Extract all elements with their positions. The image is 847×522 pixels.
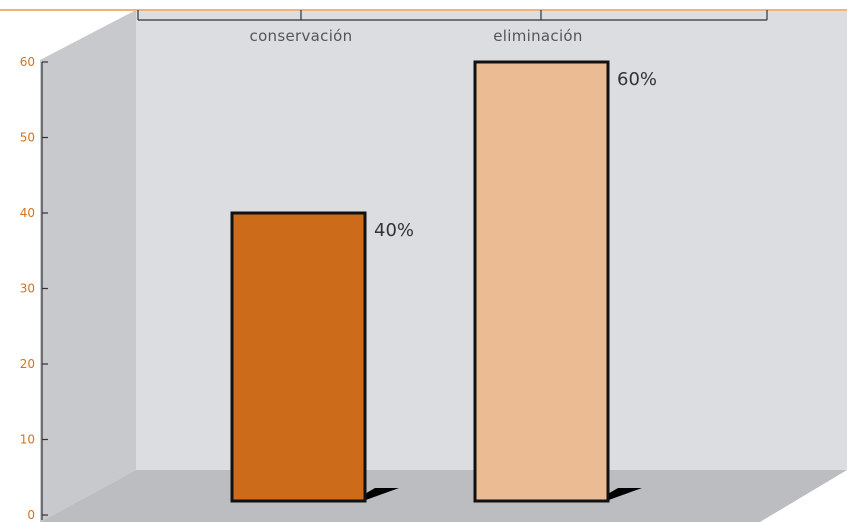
y-tick-label: 30 xyxy=(20,282,35,296)
data-label: 40% xyxy=(374,220,414,241)
chart-side-wall xyxy=(40,10,136,522)
bar-conservacion xyxy=(230,211,367,503)
data-label: 60% xyxy=(617,69,657,90)
bar-eliminacion xyxy=(473,60,610,503)
data-labels: 40% 60% xyxy=(374,69,657,241)
bars xyxy=(230,60,642,503)
bar-shadow-tail xyxy=(363,488,399,501)
category-bracket xyxy=(137,10,768,21)
y-tick-label: 40 xyxy=(20,206,35,220)
category-label: eliminación xyxy=(493,27,582,45)
y-tick-label: 10 xyxy=(20,433,35,447)
category-labels: conservación eliminación xyxy=(250,27,583,45)
y-tick-label: 60 xyxy=(20,55,35,69)
chart-floor xyxy=(40,470,847,522)
bar-shadow-tail xyxy=(606,488,642,501)
y-axis-ticks: 0 10 20 30 40 50 60 xyxy=(20,55,48,522)
y-tick-label: 0 xyxy=(27,508,35,522)
category-label: conservación xyxy=(250,27,353,45)
y-tick-label: 20 xyxy=(20,357,35,371)
y-tick-label: 50 xyxy=(20,131,35,145)
